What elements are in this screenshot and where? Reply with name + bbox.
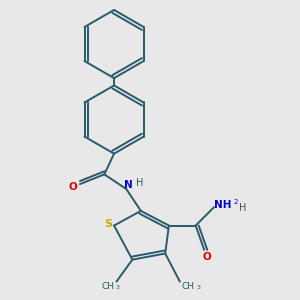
Text: NH: NH: [214, 200, 231, 210]
Text: 3: 3: [116, 285, 120, 290]
Text: S: S: [104, 219, 112, 229]
Text: CH: CH: [182, 282, 195, 291]
Text: N: N: [124, 180, 133, 190]
Text: O: O: [68, 182, 77, 191]
Text: 3: 3: [196, 285, 200, 290]
Text: H: H: [136, 178, 143, 188]
Text: H: H: [239, 203, 247, 214]
Text: CH: CH: [101, 282, 115, 291]
Text: O: O: [202, 252, 211, 262]
Text: 2: 2: [234, 200, 238, 206]
